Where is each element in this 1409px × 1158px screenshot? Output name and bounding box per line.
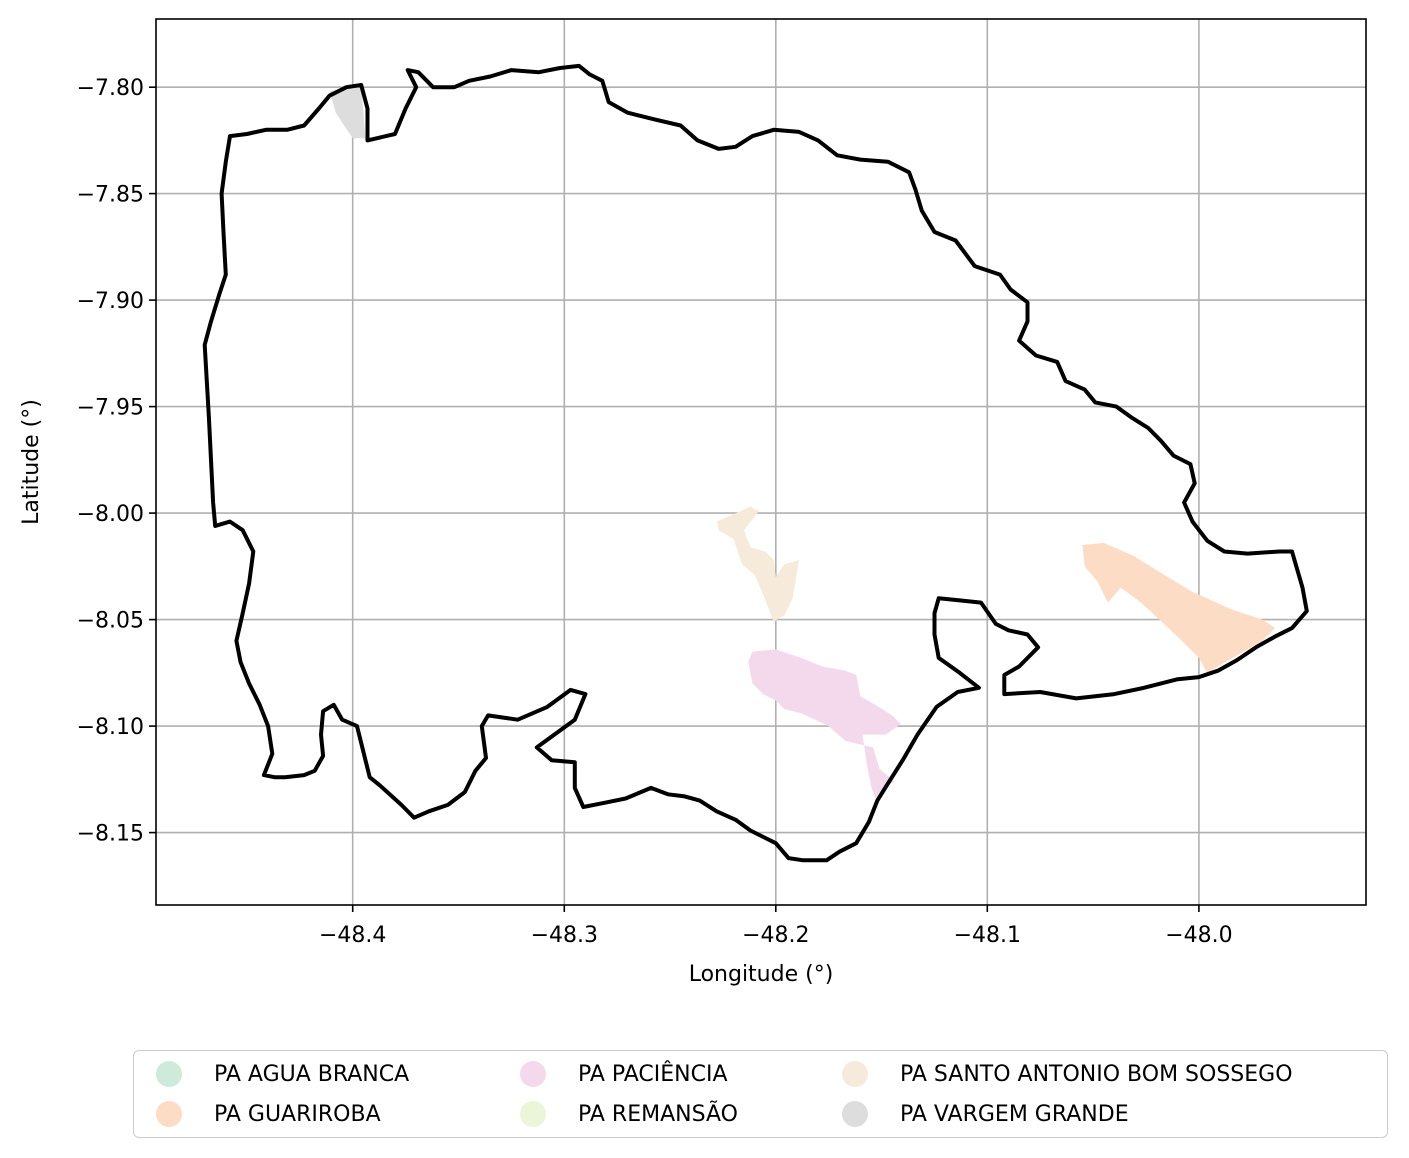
legend-item-vargem-grande: PA VARGEM GRANDE [842, 1099, 1129, 1129]
x-tick-label: −48.3 [531, 923, 598, 948]
y-tick-label: −8.15 [77, 822, 144, 847]
x-tick-label: −48.2 [742, 923, 809, 948]
y-tick-label: −7.85 [77, 183, 144, 208]
y-tick-label: −8.05 [77, 609, 144, 634]
y-tick-label: −7.90 [77, 289, 144, 314]
municipality-boundary [205, 66, 1307, 860]
legend-swatch [156, 1061, 182, 1087]
legend-label: PA AGUA BRANCA [214, 1062, 409, 1087]
area-pa-santo-antonio-bom-sossego [717, 507, 800, 622]
area-pa-paciencia [748, 649, 900, 798]
y-tick-label: −7.80 [77, 76, 144, 101]
y-tick-label: −8.10 [77, 715, 144, 740]
legend-label: PA VARGEM GRANDE [900, 1102, 1129, 1127]
tick-layer: −48.4 −48.3 −48.2 −48.1 −48.0 −7.80 −7.85 −7.90… [77, 76, 1233, 948]
y-axis-title: Latitude (°) [19, 399, 44, 525]
legend-swatch [156, 1101, 182, 1127]
boundary-layer [205, 66, 1307, 860]
legend-swatch [520, 1061, 546, 1087]
x-axis-title: Longitude (°) [689, 962, 834, 987]
legend-label: PA SANTO ANTONIO BOM SOSSEGO [900, 1062, 1293, 1087]
legend-swatch [842, 1061, 868, 1087]
legend-label: PA PACIÊNCIA [578, 1062, 728, 1087]
legend: PA AGUA BRANCA PA GUARIROBA PA PACIÊNCIA… [133, 1050, 1388, 1138]
x-tick-label: −48.1 [954, 923, 1021, 948]
legend-item-paciencia: PA PACIÊNCIA [520, 1059, 728, 1089]
legend-item-guariroba: PA GUARIROBA [156, 1099, 381, 1129]
legend-item-remansao: PA REMANSÃO [520, 1099, 738, 1129]
legend-swatch [842, 1101, 868, 1127]
y-tick-label: −7.95 [77, 396, 144, 421]
legend-label: PA GUARIROBA [214, 1102, 381, 1127]
legend-label: PA REMANSÃO [578, 1102, 738, 1127]
x-tick-label: −48.4 [319, 923, 386, 948]
legend-item-agua-branca: PA AGUA BRANCA [156, 1059, 409, 1089]
legend-item-santo-antonio: PA SANTO ANTONIO BOM SOSSEGO [842, 1059, 1293, 1089]
legend-swatch [520, 1101, 546, 1127]
x-tick-label: −48.0 [1165, 923, 1232, 948]
y-tick-label: −8.00 [77, 502, 144, 527]
